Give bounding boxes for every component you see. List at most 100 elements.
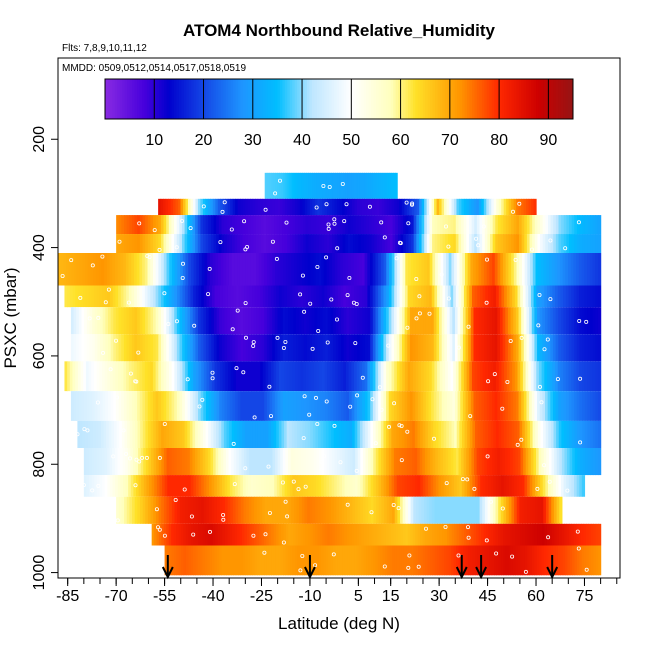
observation-point <box>338 460 343 465</box>
heatmap-cell <box>394 361 398 392</box>
heatmap-cell <box>171 420 175 448</box>
heatmap-cell <box>497 448 501 476</box>
heatmap-cell <box>508 215 512 235</box>
heatmap-cell <box>401 391 406 421</box>
heatmap-cell <box>514 475 518 497</box>
heatmap-cell <box>285 448 289 476</box>
heatmap-cell <box>243 307 247 335</box>
heatmap-cell <box>433 475 437 497</box>
heatmap-cell <box>392 215 396 235</box>
heatmap-cell <box>462 253 466 286</box>
heatmap-cell <box>307 523 311 546</box>
heatmap-cell <box>279 198 284 216</box>
heatmap-cell <box>280 545 284 576</box>
heatmap-cell <box>211 307 215 335</box>
heatmap-cell <box>171 391 175 421</box>
colorbar-swatch <box>358 79 362 119</box>
heatmap-cell <box>577 420 581 448</box>
heatmap-cell <box>224 334 228 362</box>
heatmap-cell <box>383 361 387 392</box>
heatmap-cell <box>150 253 154 286</box>
heatmap-cell <box>100 420 105 448</box>
heatmap-cell <box>545 475 549 497</box>
heatmap-cell <box>258 475 262 497</box>
heatmap-cell <box>538 361 543 392</box>
heatmap-cell <box>471 523 475 546</box>
heatmap-cell <box>243 334 247 362</box>
heatmap-cell <box>429 285 433 308</box>
heatmap-cell <box>166 334 170 362</box>
colorbar-swatch <box>383 79 387 119</box>
heatmap-cell <box>525 448 529 476</box>
heatmap-cell <box>263 234 267 253</box>
heatmap-cell <box>530 448 535 476</box>
heatmap-cell <box>443 448 447 476</box>
heatmap-cell <box>128 253 132 286</box>
heatmap-cell <box>561 523 565 546</box>
colorbar-swatch <box>176 79 180 119</box>
observation-point <box>326 222 331 227</box>
heatmap-cell <box>221 391 226 421</box>
heatmap-cell <box>310 172 313 199</box>
heatmap-cell <box>560 307 565 335</box>
heatmap-cell <box>235 307 239 335</box>
heatmap-cell <box>163 285 167 308</box>
heatmap-cell <box>188 523 192 546</box>
heatmap-cell <box>281 285 285 308</box>
heatmap-cell <box>242 215 246 235</box>
heatmap-cell <box>351 361 355 392</box>
heatmap-cell <box>394 496 398 524</box>
heatmap-cell <box>598 448 602 476</box>
heatmap-cell <box>579 334 583 362</box>
heatmap-cell <box>359 523 363 546</box>
heatmap-cell <box>412 523 416 546</box>
heatmap-cell <box>563 307 567 335</box>
heatmap-cell <box>317 391 321 421</box>
heatmap-cell <box>469 420 474 448</box>
observation-point <box>262 550 267 555</box>
heatmap-cell <box>384 545 388 576</box>
heatmap-cell <box>217 285 221 308</box>
heatmap-cell <box>269 253 273 286</box>
heatmap-cell <box>148 448 152 476</box>
heatmap-cell <box>589 253 594 286</box>
heatmap-cell <box>292 198 296 216</box>
x-tick-label: -85 <box>56 588 79 605</box>
heatmap-cell <box>481 523 485 546</box>
heatmap-cell <box>264 334 268 362</box>
heatmap-cell <box>302 523 306 546</box>
colorbar-swatch <box>105 79 108 119</box>
heatmap-cell <box>182 496 186 524</box>
heatmap-cell <box>482 496 486 524</box>
heatmap-cell <box>359 307 363 335</box>
heatmap-cell <box>562 545 566 576</box>
observation-point <box>427 311 432 316</box>
heatmap-cell <box>360 496 364 524</box>
observation-point <box>200 397 205 402</box>
heatmap-cell <box>296 496 300 524</box>
observation-point <box>563 246 568 251</box>
heatmap-cell <box>175 198 179 216</box>
heatmap-cell <box>410 285 414 308</box>
heatmap-cell <box>476 215 481 235</box>
heatmap-cell <box>587 285 591 308</box>
heatmap-cell <box>187 334 191 362</box>
heatmap-cell <box>424 198 428 216</box>
colorbar-swatch <box>171 79 175 119</box>
heatmap-cell <box>200 391 204 421</box>
heatmap-cell <box>147 334 151 362</box>
heatmap-cell <box>566 234 570 253</box>
heatmap-cell <box>513 253 518 286</box>
heatmap-cell <box>362 420 366 448</box>
heatmap-cell <box>524 496 528 524</box>
heatmap-cell <box>236 285 240 308</box>
heatmap-cell <box>228 253 233 286</box>
heatmap-cell <box>260 198 264 216</box>
heatmap-cell <box>231 448 235 476</box>
heatmap-cell <box>378 391 382 421</box>
heatmap-cell <box>198 496 202 524</box>
heatmap-cell <box>242 545 246 576</box>
heatmap-cell <box>262 496 266 524</box>
heatmap-cell <box>492 391 496 421</box>
heatmap-cell <box>442 215 446 235</box>
